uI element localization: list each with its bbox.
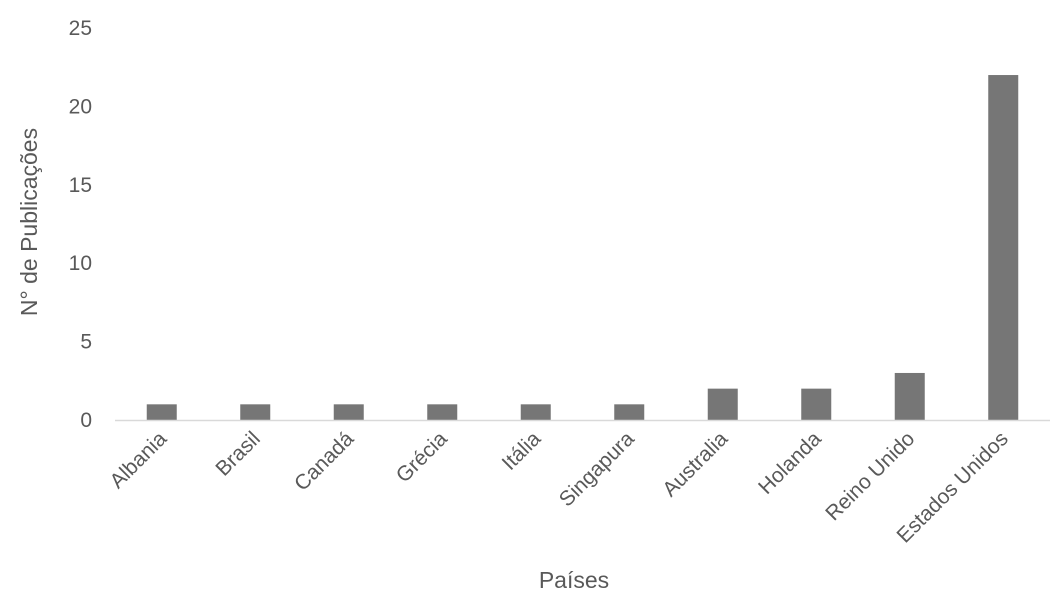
bars-group <box>146 75 1019 420</box>
bar <box>894 372 925 420</box>
x-category-label: Itália <box>498 427 546 475</box>
bar <box>333 404 364 420</box>
y-tick-label: 25 <box>69 17 92 40</box>
y-axis-title: N° de Publicações <box>16 128 42 316</box>
bar <box>427 404 458 420</box>
bar <box>801 388 832 420</box>
x-category-label: Albania <box>105 427 171 493</box>
bar <box>614 404 645 420</box>
y-tick-label: 15 <box>69 174 92 197</box>
x-category-label: Holanda <box>754 427 826 499</box>
bar <box>146 404 177 420</box>
x-category-label: Singapura <box>555 427 639 511</box>
x-axis-labels: Albania Brasil Canadá Grécia Itália Singapura… <box>105 427 1012 548</box>
x-category-label: Australia <box>658 427 732 501</box>
y-tick-label: 10 <box>69 252 92 275</box>
bar <box>707 388 738 420</box>
x-axis-title: Países <box>539 567 609 592</box>
bar <box>520 404 551 420</box>
bar <box>988 75 1019 420</box>
bar <box>240 404 271 420</box>
x-category-label: Canadá <box>290 427 359 496</box>
x-category-label: Grécia <box>392 427 452 487</box>
y-tick-label: 20 <box>69 95 92 118</box>
y-tick-label: 5 <box>80 331 92 354</box>
y-tick-label: 0 <box>80 409 92 432</box>
y-axis-ticks: 0 5 10 15 20 25 <box>69 17 92 432</box>
x-category-label: Brasil <box>211 427 264 480</box>
x-category-label: Reino Unido <box>821 427 919 525</box>
